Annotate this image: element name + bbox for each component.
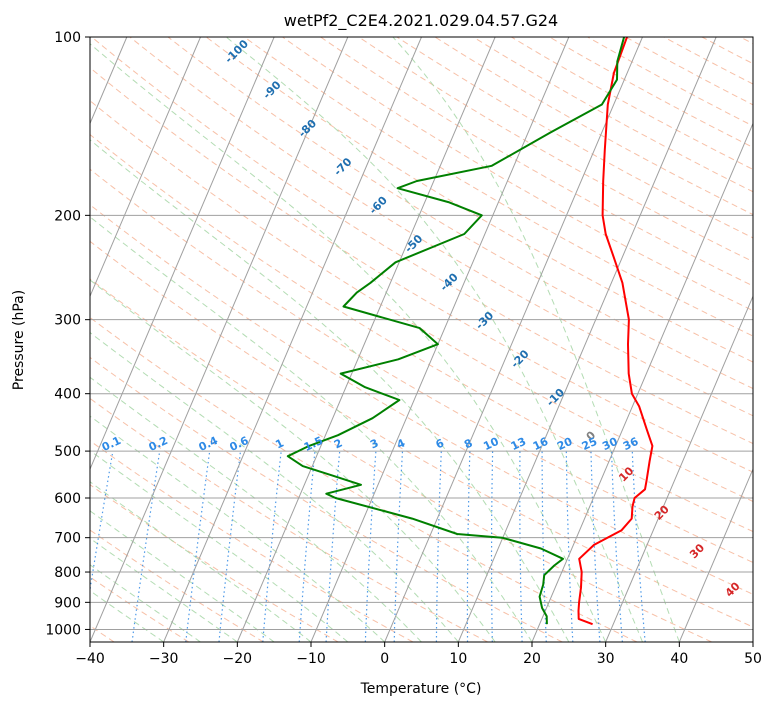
mixing-ratio-label: 10 [481,435,501,453]
x-tick-label: −10 [296,651,326,667]
x-tick-label: 10 [449,651,467,667]
isotherm-line [163,37,422,642]
y-tick-label: 500 [54,444,81,460]
x-tick-label: −40 [75,651,105,667]
x-tick-label: 0 [380,651,389,667]
dry-adiabat-line [244,37,753,337]
mixing-ratio-label: 16 [531,435,551,453]
mixing-ratio-line [541,451,547,642]
moist-adiabat-line [90,481,312,642]
dry-adiabat-line [90,168,753,563]
moist-adiabat-line [90,279,496,642]
dry-adiabat-line [90,316,638,642]
moist-adiabat-line [90,415,386,642]
temperature-profile-line [577,37,654,626]
mixing-ratio-line [298,451,316,642]
isotherm-line [605,295,753,642]
moist-adiabat-line [225,37,643,642]
x-tick-label: 50 [744,651,762,667]
mixing-ratio-line [90,450,114,594]
moist-adiabat-line [90,590,164,642]
isotherm-line [90,37,275,471]
isotherm-line [90,37,349,642]
dry-adiabat-line [167,37,753,390]
x-tick-label: −30 [149,651,179,667]
dry-adiabat-line [90,440,414,642]
x-tick-label: 30 [597,651,615,667]
moist-adiabat-line [90,510,275,642]
isotherm-line [384,37,643,642]
chart-title: wetPf2_C2E4.2021.029.04.57.G24 [284,11,558,31]
moist-adiabat-line [392,37,680,642]
y-tick-label: 900 [54,595,81,611]
axis-layer: −40 −30 −20 −10 0 10 20 30 40 50 100 200 300 400 500 60… [45,30,762,667]
isotherm-line [457,37,717,642]
moist-adiabat-line [90,537,238,642]
mixing-ratio-line [610,451,623,642]
isotherm-line [752,640,753,642]
plot-frame [89,36,754,643]
dry-adiabat-line [90,356,563,642]
mixing-ratio-line [631,451,646,642]
isotherm-line [236,37,496,642]
dewpoint-profile-line [286,37,626,625]
mixing-ratio-label: 13 [509,435,528,453]
moist-adiabat-line [90,331,459,642]
mixing-ratio-line [185,451,211,642]
isotherm-line [678,467,753,642]
grid-layer [90,37,753,642]
isotherm-line [90,37,201,298]
moist-adiabat-line [90,139,570,642]
mixing-ratio-line [466,451,471,642]
y-tick-label: 700 [54,531,81,547]
dry-adiabat-line [90,67,753,473]
y-tick-label: 300 [54,313,81,329]
mixing-ratio-label: 30 [600,435,620,453]
moist-adiabat-line [90,564,201,642]
series-layer [286,37,654,626]
mixing-ratio-line [325,451,341,642]
isotherm-line [531,122,753,642]
dry-adiabat-line [90,133,753,533]
moist-adiabat-line [90,216,533,642]
isotherm-line [310,37,570,642]
mixing-ratio-line [218,451,242,642]
dry-adiabat-line [205,37,753,363]
mixing-ratio-line [364,451,377,642]
mixing-ratio-label: 20 [555,435,575,453]
y-axis-title: Pressure (hPa) [11,290,27,390]
y-tick-label: 600 [54,491,81,507]
mixing-ratio-line [565,451,574,642]
y-tick-label: 800 [54,565,81,581]
plot-background [90,37,753,642]
y-tick-label: 200 [54,208,81,224]
x-tick-label: 40 [670,651,688,667]
y-tick-label: 100 [54,30,81,46]
mixing-ratio-line [262,451,282,642]
x-tick-label: 20 [523,651,541,667]
mixing-ratio-line [519,451,523,642]
x-tick-label: −20 [223,651,253,667]
x-axis-title: Temperature (°C) [360,681,482,697]
mixing-ratio-line [590,451,601,642]
mixing-ratio-line [490,451,494,642]
mixing-ratio-label: 25 [580,435,599,453]
dry-adiabat-line [90,240,753,628]
mixing-ratio-label: 36 [621,435,641,453]
dry-adiabat-line [91,37,753,445]
dry-adiabat-line [90,204,753,595]
moist-adiabat-line [90,43,607,642]
mixing-ratio-line [435,451,442,642]
y-tick-label: 400 [54,387,81,403]
dry-adiabat-line [129,37,753,417]
y-tick-label: 1000 [45,622,81,638]
